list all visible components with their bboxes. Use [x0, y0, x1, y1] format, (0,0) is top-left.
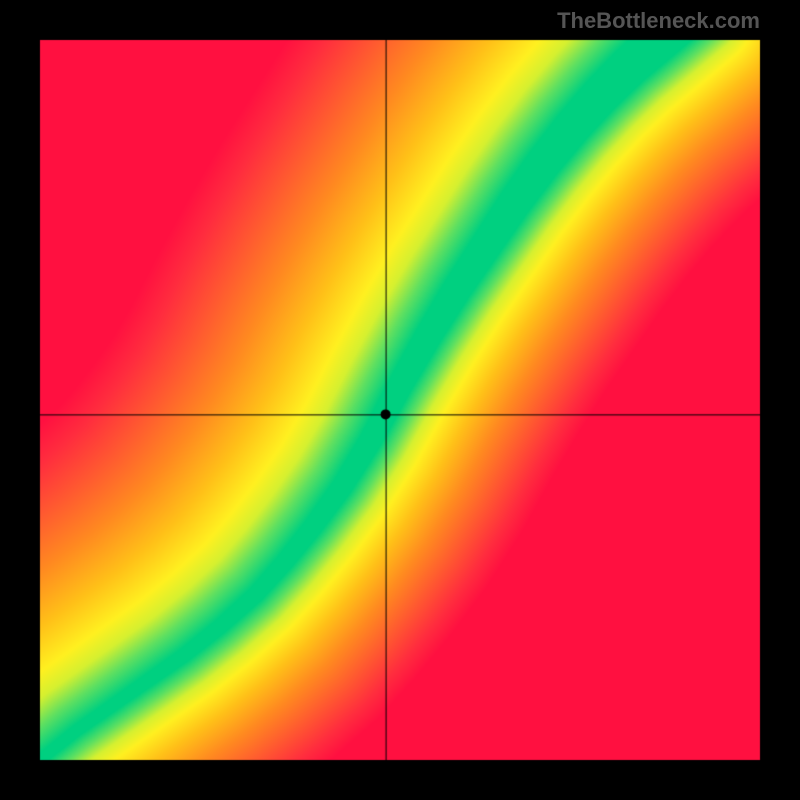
chart-container: TheBottleneck.com	[0, 0, 800, 800]
watermark-text: TheBottleneck.com	[557, 8, 760, 34]
bottleneck-heatmap	[0, 0, 800, 800]
